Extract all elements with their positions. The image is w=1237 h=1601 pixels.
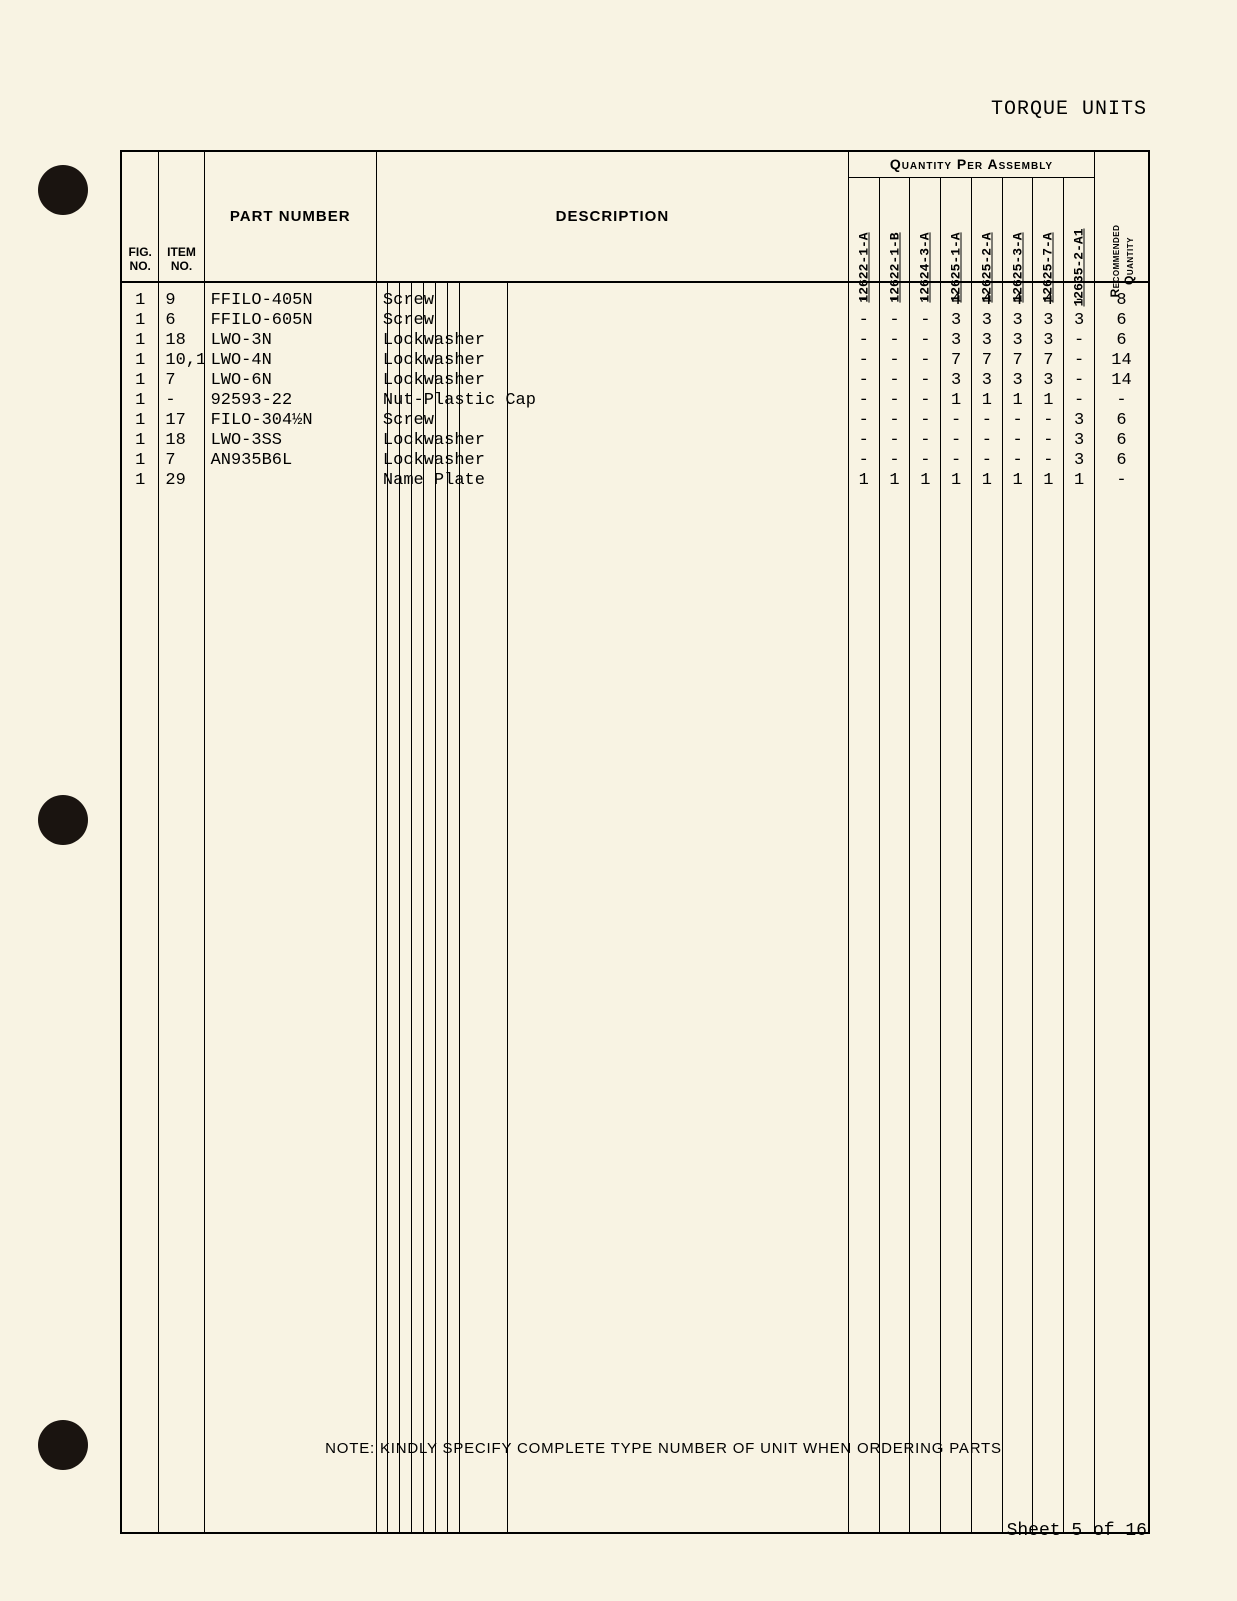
qty-cells: - - - - - - - - - 1 [848,282,879,1532]
page-title: TORQUE UNITS [991,98,1147,121]
col-assembly: 12622-1-B [879,177,910,282]
col-recommended: Recommended Quantity [1095,152,1149,282]
rec-cells: 8 6 6 14 14 - 6 6 6 - [1095,282,1149,1532]
qty-cells: - - - - - - - - - 1 [910,282,941,1532]
col-assembly: 12625-1-A [941,177,972,282]
part-cells: FFILO-405N FFILO-605N LWO-3N LWO-4N LWO-… [204,282,376,1532]
col-assembly: 12635-2-A1 [1064,177,1095,282]
parts-table: FIG. NO. ITEM NO. PART NUMBER DESCRIPTIO… [120,150,1150,1534]
qty-cells: 4 3 3 7 3 1 - - - 1 [1002,282,1033,1532]
item-cells: 9 6 18 10,13 7 - 17 18 7 29 [159,282,204,1532]
col-assembly: 12624-3-A [910,177,941,282]
punch-hole [38,165,88,215]
col-desc: DESCRIPTION [376,152,848,282]
col-desc-label: DESCRIPTION [377,152,848,281]
col-fig-label: FIG. NO. [122,245,158,273]
assembly-label: 12635-2-A1 [1072,228,1087,306]
col-assembly: 12625-7-A [1033,177,1064,282]
qty-cells: 4 3 3 7 3 1 - - - 1 [1033,282,1064,1532]
footer-note: NOTE: KINDLY SPECIFY COMPLETE TYPE NUMBE… [200,1440,1127,1457]
punch-hole [38,1420,88,1470]
qty-cells: 4 3 3 7 3 1 - - - 1 [941,282,972,1532]
col-recommended-label: Recommended Quantity [1108,225,1136,298]
qty-cells: - 3 - - - - 3 3 3 1 [1064,282,1095,1532]
assembly-label: 12625-3-A [1010,232,1025,302]
assembly-label: 12622-1-A [856,232,871,302]
fig-cells: 1 1 1 1 1 1 1 1 1 1 [122,282,159,1532]
sheet-number: Sheet 5 of 16 [1007,1521,1147,1541]
assembly-label: 12625-2-A [979,232,994,302]
desc-cells: Screw Screw Lockwasher Lockwasher Lockwa… [376,282,848,1532]
col-assembly: 12625-2-A [971,177,1002,282]
col-assembly: 12625-3-A [1002,177,1033,282]
col-part-label: PART NUMBER [205,152,376,281]
col-item: ITEM NO. [159,152,204,282]
assembly-label: 12622-1-B [887,232,902,302]
assembly-label: 12625-7-A [1041,232,1056,302]
qty-cells: - - - - - - - - - 1 [879,282,910,1532]
col-part: PART NUMBER [204,152,376,282]
document-page: TORQUE UNITS FIG. NO. ITEM NO. PART NUMB… [0,0,1237,1601]
col-fig: FIG. NO. [122,152,159,282]
assembly-label: 12625-1-A [949,232,964,302]
col-qpa-group: Quantity Per Assembly [848,152,1094,177]
col-item-label: ITEM NO. [159,245,203,273]
punch-hole [38,795,88,845]
qty-cells: 4 3 3 7 3 1 - - - 1 [971,282,1002,1532]
assembly-label: 12624-3-A [918,232,933,302]
col-assembly: 12622-1-A [848,177,879,282]
